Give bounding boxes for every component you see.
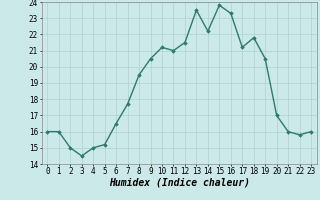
X-axis label: Humidex (Indice chaleur): Humidex (Indice chaleur): [109, 178, 250, 188]
